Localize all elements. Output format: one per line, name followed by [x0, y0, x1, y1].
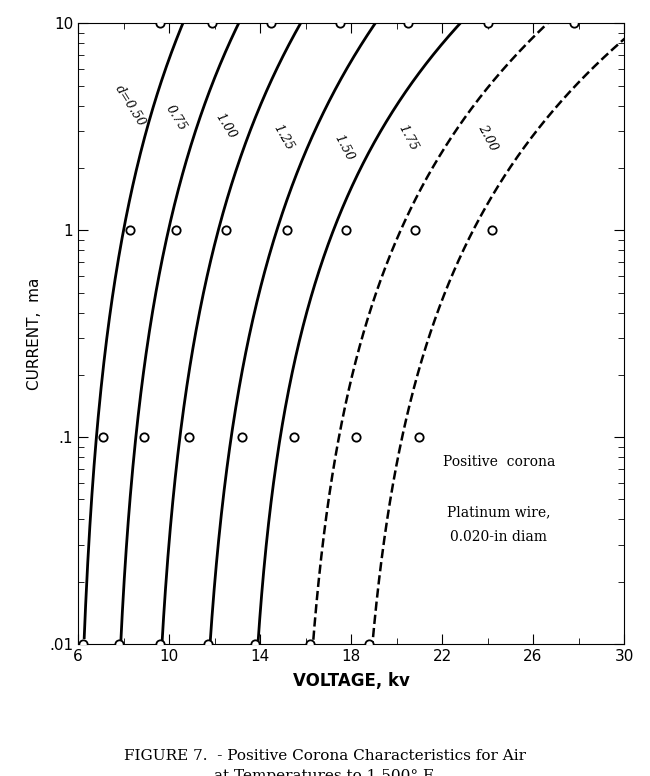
- X-axis label: VOLTAGE, kv: VOLTAGE, kv: [292, 672, 410, 691]
- Text: Positive  corona

Platinum wire,
0.020-in diam: Positive corona Platinum wire, 0.020-in …: [443, 455, 555, 544]
- Text: 2.00: 2.00: [475, 123, 500, 153]
- Text: 0.75: 0.75: [163, 102, 188, 133]
- Text: FIGURE 7.  - Positive Corona Characteristics for Air
at Temperatures to 1,500° F: FIGURE 7. - Positive Corona Characterist…: [124, 749, 526, 776]
- Text: 1.00: 1.00: [213, 110, 239, 141]
- Text: d=0.50: d=0.50: [112, 82, 148, 129]
- Text: 1.50: 1.50: [332, 133, 356, 163]
- Y-axis label: CURRENT,  ma: CURRENT, ma: [27, 278, 42, 390]
- Text: 1.75: 1.75: [396, 123, 420, 153]
- Text: 1.25: 1.25: [270, 123, 295, 153]
